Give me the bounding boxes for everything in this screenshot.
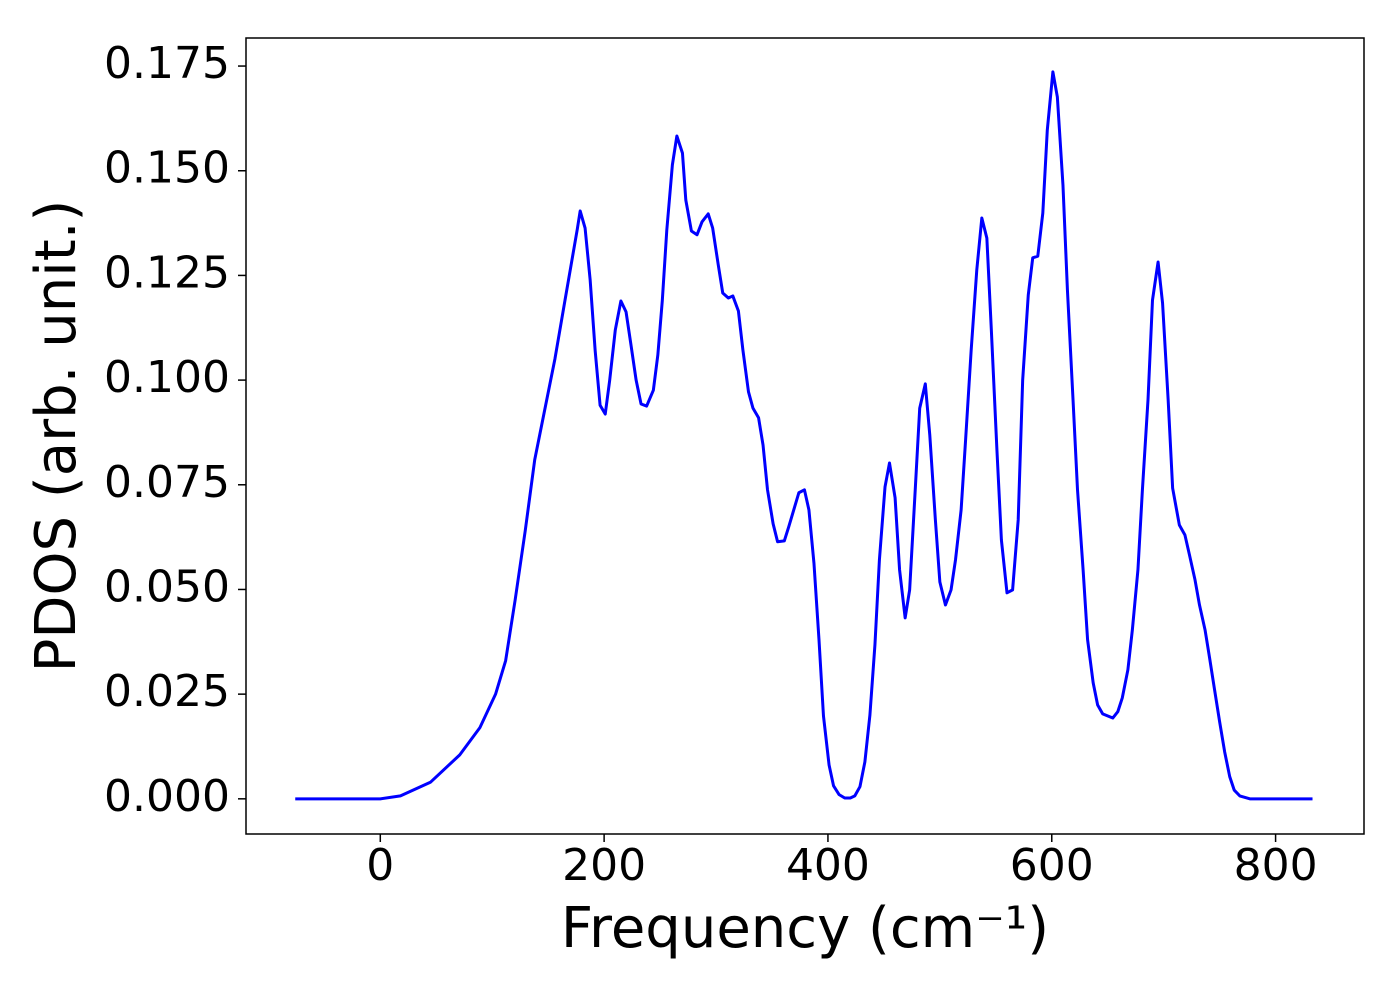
y-tick-label: 0.025: [104, 666, 230, 717]
data-line: [295, 70, 1313, 801]
x-tick-label: 600: [1010, 840, 1094, 891]
y-tick-label: 0.100: [104, 352, 230, 403]
x-tick-label: 800: [1234, 840, 1318, 891]
x-tick-label: 0: [366, 840, 394, 891]
y-tick-label: 0.125: [104, 247, 230, 298]
y-tick-label: 0.175: [104, 38, 230, 89]
y-tick-label: 0.050: [104, 561, 230, 612]
x-axis-label: Frequency (cm⁻¹): [561, 896, 1049, 961]
y-axis-label: PDOS (arb. unit.): [24, 200, 89, 673]
plot-frame: [245, 37, 1365, 835]
x-tick-label: 400: [786, 840, 870, 891]
y-tick-label: 0.150: [104, 143, 230, 194]
y-tick-label: 0.075: [104, 457, 230, 508]
x-tick-label: 200: [562, 840, 646, 891]
y-tick-label: 0.000: [104, 771, 230, 822]
